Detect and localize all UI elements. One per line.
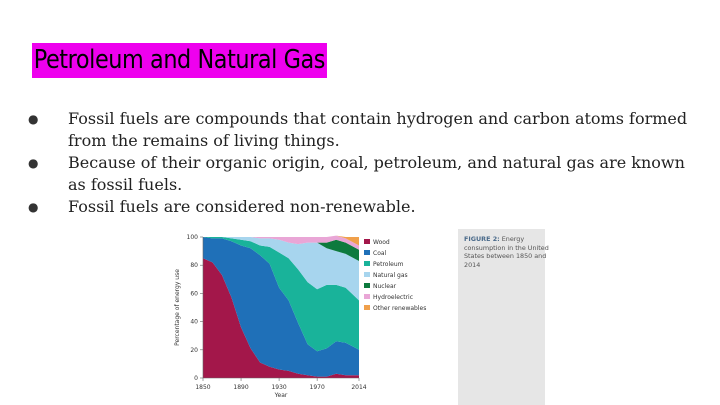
y-tick-label: 20 (190, 347, 198, 354)
y-tick-label: 80 (190, 262, 198, 269)
figure-caption-text: Energy consumption in the United States … (464, 235, 549, 269)
x-tick-label: 1890 (233, 384, 248, 391)
y-tick-label: 40 (190, 319, 198, 326)
area-series-coal (203, 237, 359, 377)
legend-swatch (364, 272, 370, 277)
legend-swatch (364, 283, 370, 288)
y-tick-label: 100 (187, 234, 199, 241)
area-series-hydroelectric (203, 235, 359, 250)
legend-label: Wood (373, 239, 390, 246)
area-series-nuclear (203, 237, 359, 261)
bullet-list: Fossil fuels are compounds that contain … (28, 108, 698, 218)
figure-caption-panel: FIGURE 2: Energy consumption in the Unit… (458, 229, 549, 405)
area-series-natural-gas (203, 237, 359, 301)
legend-swatch (364, 239, 370, 244)
legend-label: Other renewables (373, 305, 426, 312)
y-tick-label: 0 (194, 375, 198, 382)
x-tick-label: 1850 (195, 384, 210, 391)
legend-label: Natural gas (373, 272, 408, 279)
figure-caption: FIGURE 2: Energy consumption in the Unit… (464, 235, 564, 269)
area-series-wood (203, 258, 359, 378)
bullet-item: Fossil fuels are considered non-renewabl… (28, 196, 698, 218)
slide-title: Petroleum and Natural Gas (32, 43, 327, 78)
legend-label: Nuclear (373, 283, 397, 290)
figure-caption-label: FIGURE 2: (464, 235, 500, 243)
x-tick-label: 2014 (351, 384, 366, 391)
legend-label: Petroleum (373, 261, 404, 268)
legend-swatch (364, 294, 370, 299)
area-series-petroleum (203, 237, 359, 352)
y-axis-title: Percentage of energy use (174, 269, 181, 346)
bullet-item: Because of their organic origin, coal, p… (28, 152, 698, 196)
bullet-item: Fossil fuels are compounds that contain … (28, 108, 698, 152)
energy-area-chart: 0 20 40 60 80 100 1850 1890 1930 1970 2014 Year Perc… (174, 234, 426, 399)
x-tick-label: 1930 (271, 384, 286, 391)
y-tick-label: 60 (190, 290, 198, 297)
x-axis-title: Year (274, 392, 288, 399)
legend-swatch (364, 261, 370, 266)
legend-swatch (364, 305, 370, 310)
legend-label: Coal (373, 250, 387, 257)
legend-swatch (364, 250, 370, 255)
x-tick-label: 1970 (310, 384, 325, 391)
legend-label: Hydroelectric (373, 294, 413, 301)
